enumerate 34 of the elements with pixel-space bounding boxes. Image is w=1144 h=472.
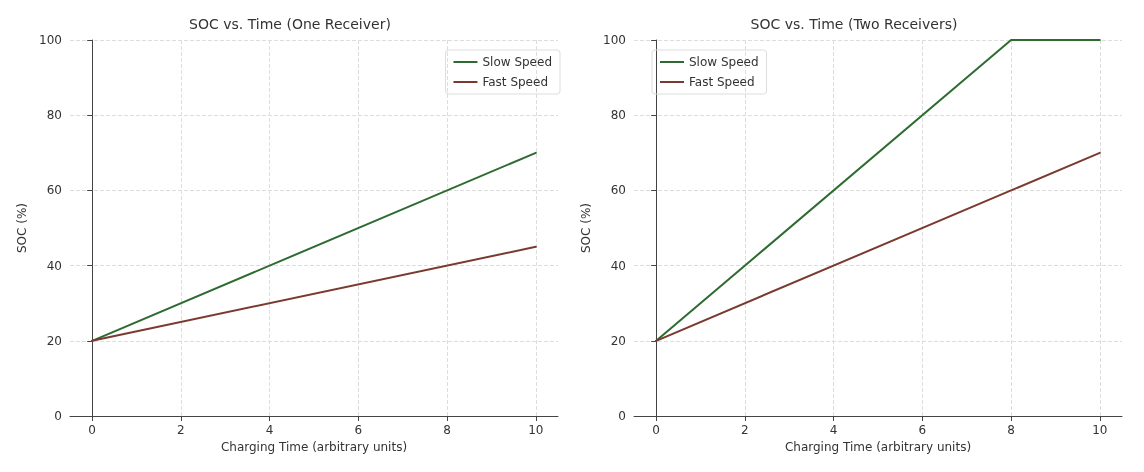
x-tick-label: 8 — [1007, 423, 1015, 437]
y-tick-label: 20 — [610, 333, 626, 348]
x-tick-label: 10 — [528, 423, 544, 437]
y-tick-label: 0 — [54, 409, 62, 423]
x-tick-label: 0 — [88, 423, 96, 437]
y-tick-label: 20 — [46, 333, 62, 348]
y-tick-label: 80 — [46, 108, 62, 123]
y-tick-label: 40 — [46, 258, 62, 273]
x-axis-title: Charging Time (arbitrary units) — [220, 439, 408, 454]
y-tick-label: 0 — [618, 409, 626, 423]
y-tick-label: 60 — [46, 183, 62, 198]
x-tick-label: 4 — [265, 423, 274, 437]
y-axis-title: SOC (%) — [15, 202, 30, 254]
legend-label: Slow Speed — [482, 55, 553, 69]
x-axis-title: Charging Time (arbitrary units) — [784, 439, 972, 454]
y-axis-title: SOC (%) — [579, 202, 594, 254]
legend-label: Slow Speed — [689, 55, 759, 69]
y-tick-label: 40 — [610, 258, 626, 273]
x-tick-label: 10 — [1092, 423, 1108, 437]
y-tick-label: 100 — [39, 33, 62, 47]
x-tick-label: 6 — [354, 423, 363, 437]
y-tick-label: 100 — [603, 33, 626, 47]
x-tick-label: 0 — [652, 423, 660, 437]
x-tick-label: 2 — [177, 423, 185, 437]
x-tick-label: 8 — [443, 423, 451, 437]
y-tick-label: 80 — [610, 108, 626, 123]
legend-label: Fast Speed — [482, 75, 549, 89]
x-tick-label: 4 — [829, 423, 838, 437]
chart-title: SOC vs. Time (One Receiver) — [189, 16, 391, 32]
x-tick-label: 6 — [918, 423, 927, 437]
chart-title: SOC vs. Time (Two Receivers) — [750, 16, 958, 32]
x-tick-label: 2 — [741, 423, 749, 437]
y-tick-label: 60 — [610, 183, 626, 198]
legend-label: Fast Speed — [689, 75, 755, 89]
